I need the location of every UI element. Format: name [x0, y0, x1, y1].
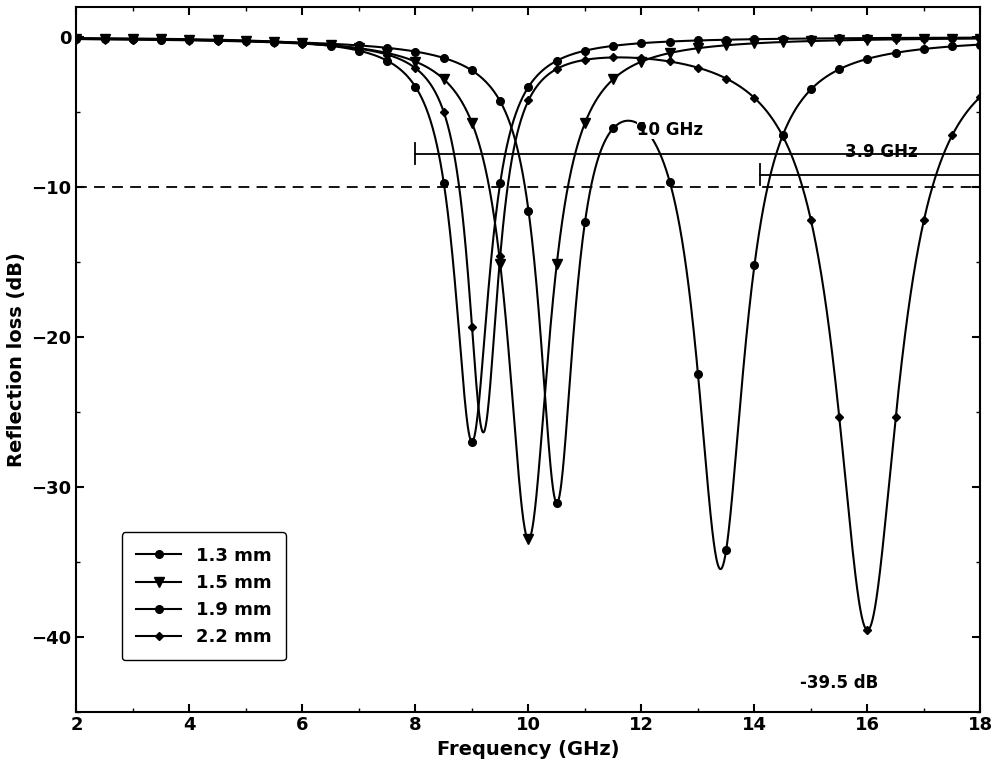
- X-axis label: Frequency (GHz): Frequency (GHz): [437, 740, 620, 759]
- Text: 10 GHz: 10 GHz: [637, 121, 703, 139]
- Legend: 1.3 mm, 1.5 mm, 1.9 mm, 2.2 mm: 1.3 mm, 1.5 mm, 1.9 mm, 2.2 mm: [122, 532, 286, 660]
- Text: 3.9 GHz: 3.9 GHz: [845, 143, 918, 162]
- Text: -39.5 dB: -39.5 dB: [800, 674, 878, 692]
- Y-axis label: Reflection loss (dB): Reflection loss (dB): [7, 252, 26, 466]
